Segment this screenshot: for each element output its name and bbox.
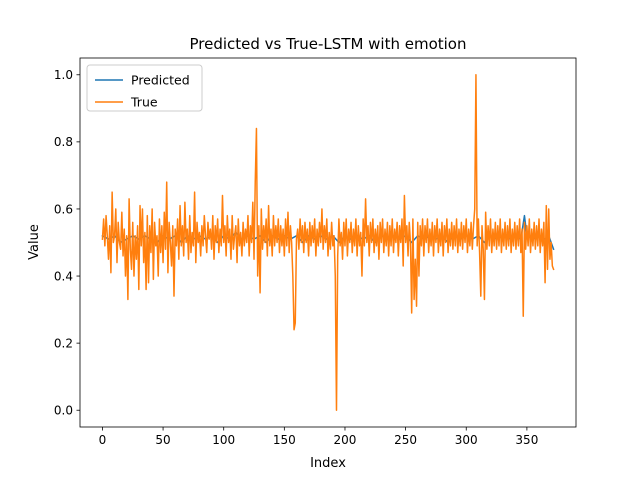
x-tick-label: 100 [212,433,235,447]
y-tick-label: 0.8 [54,135,73,149]
series-line-true [101,74,555,411]
y-tick-label: 0.2 [54,336,73,350]
plot-area [79,57,577,428]
legend-box [86,64,203,112]
chart-title: Predicted vs True-LSTM with emotion [189,35,466,53]
y-axis-label: Value [27,224,42,260]
y-axis-ticks: 0.0 0.2 0.4 0.6 0.8 1.0 [54,68,80,418]
x-axis-label: Index [310,456,346,471]
x-tick-label: 200 [334,433,357,447]
y-tick-label: 0.0 [54,404,73,418]
legend: Predicted True [86,64,203,112]
x-axis-ticks: 0 50 100 150 200 250 300 350 [99,427,538,447]
x-tick-label: 300 [455,433,478,447]
x-tick-label: 350 [515,433,538,447]
x-tick-label: 50 [155,433,170,447]
x-tick-label: 0 [99,433,107,447]
axes-frame [79,57,577,428]
legend-label-true: True [130,95,158,110]
y-tick-label: 0.6 [54,202,73,216]
legend-label-predicted: Predicted [131,73,190,88]
y-tick-label: 1.0 [54,68,73,82]
x-tick-label: 150 [273,433,296,447]
y-tick-label: 0.4 [54,269,73,283]
x-tick-label: 250 [394,433,417,447]
